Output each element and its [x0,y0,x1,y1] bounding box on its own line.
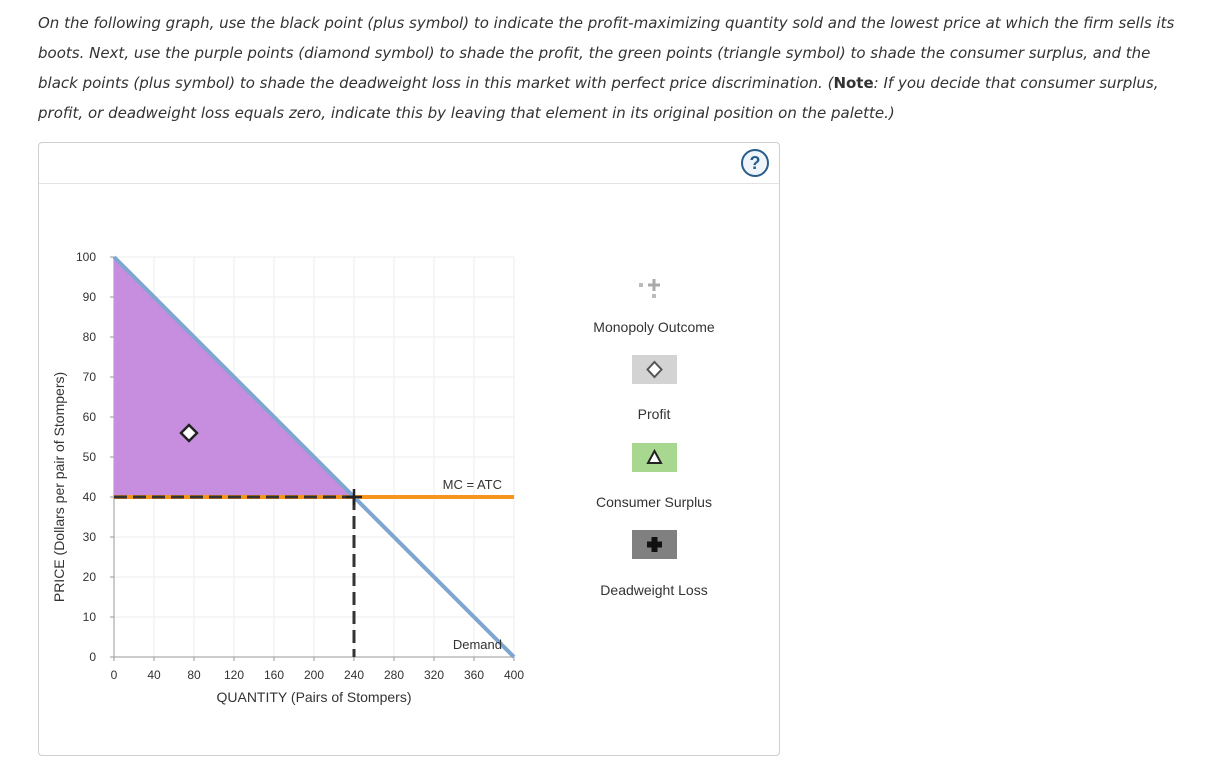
monopoly-outcome-dash-icon [639,283,643,287]
y-tick-label: 90 [83,290,97,304]
x-tick-label: 400 [504,668,524,682]
graph-panel: ? 0 40 80 120 160 200 240 280 320 360 400 0 10 20 30 40… [38,142,780,756]
consumer-surplus-label: Consumer Surplus [596,494,712,510]
profit-diamond-marker [179,423,199,443]
x-tick-label: 40 [147,668,161,682]
x-tick-label: 120 [224,668,244,682]
panel-header: ? [39,143,779,184]
monopoly-point-plus-marker [346,489,362,505]
x-tick-label: 280 [384,668,404,682]
x-tick-label: 80 [187,668,201,682]
instructions-part-2: : If you decide that consumer surplus, p… [38,74,1159,122]
profit-diamond-icon [632,355,677,384]
consumer-surplus-triangle-icon [632,443,677,472]
y-tick-label: 30 [83,530,97,544]
instructions-text: On the following graph, use the black po… [38,8,1188,128]
y-tick-label: 70 [83,370,97,384]
profit-label: Profit [637,406,671,422]
profit-swatch[interactable] [632,355,677,384]
y-tick-label: 50 [83,450,97,464]
deadweight-loss-plus-icon [632,530,677,559]
y-axis-title: PRICE (Dollars per pair of Stompers) [51,372,67,602]
note-label: Note [833,74,874,92]
y-tick-label: 20 [83,570,97,584]
deadweight-loss-label: Deadweight Loss [600,582,708,598]
help-icon[interactable]: ? [741,149,769,177]
x-tick-label: 360 [464,668,484,682]
y-tick-label: 40 [83,490,97,504]
y-tick-label: 0 [89,650,96,664]
demand-line [112,255,516,659]
x-tick-label: 160 [264,668,284,682]
demand-label: Demand [453,637,502,652]
x-axis-title: QUANTITY (Pairs of Stompers) [216,689,411,705]
x-tick-label: 240 [344,668,364,682]
instructions-part-1: On the following graph, use the black po… [38,14,1175,92]
y-tick-label: 60 [83,410,97,424]
mc-atc-label: MC = ATC [443,477,502,492]
x-tick-label: 200 [304,668,324,682]
x-tick-label: 0 [111,668,118,682]
y-tick-label: 100 [76,250,96,264]
monopoly-outcome-label: Monopoly Outcome [593,319,715,335]
monopoly-outcome-dash-icon [652,294,656,298]
y-tick-label: 10 [83,610,97,624]
y-tick-label: 80 [83,330,97,344]
monopoly-outcome-plus-icon [648,279,660,291]
deadweight-loss-swatch[interactable] [632,530,677,559]
chart-svg[interactable]: 0 40 80 120 160 200 240 280 320 360 400 0 10 20 30 40 50… [39,143,779,755]
consumer-surplus-swatch[interactable] [632,443,677,472]
x-tick-label: 320 [424,668,444,682]
